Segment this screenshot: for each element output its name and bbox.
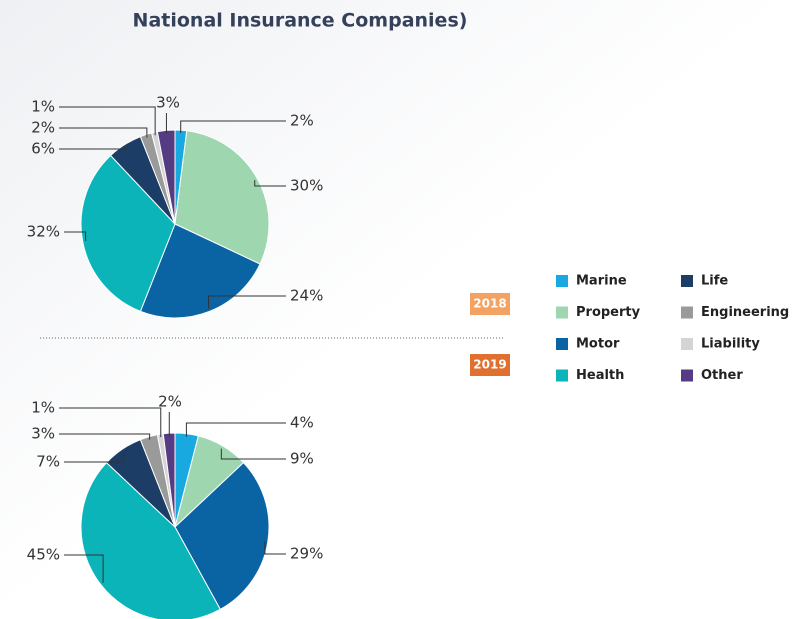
legend-swatch xyxy=(681,306,693,319)
pie-slice xyxy=(174,461,270,611)
data-label: 24% xyxy=(290,287,323,305)
legend-label: Motor xyxy=(576,337,620,352)
data-label: 7% xyxy=(36,453,60,471)
pie-slice xyxy=(139,223,261,319)
legend-label: Other xyxy=(701,368,743,383)
legend-label: Health xyxy=(576,368,624,383)
data-label: 2% xyxy=(158,393,182,411)
year-badge xyxy=(470,354,510,376)
data-label: 4% xyxy=(290,414,314,432)
data-label: 9% xyxy=(290,450,314,468)
legend-swatch xyxy=(681,275,693,287)
leader-line xyxy=(207,295,286,309)
data-label: 1% xyxy=(31,399,55,417)
leader-line xyxy=(64,451,125,463)
data-label: 3% xyxy=(156,94,180,112)
leader-line xyxy=(264,541,286,555)
legend-swatch xyxy=(681,338,693,350)
legend-swatch xyxy=(681,369,693,382)
pie-slice xyxy=(80,154,176,313)
leader-line xyxy=(64,554,104,583)
year-label: 2018 xyxy=(473,297,506,311)
leader-line xyxy=(59,127,148,138)
leader-line xyxy=(254,180,286,187)
data-label: 30% xyxy=(290,177,323,195)
legend-swatch xyxy=(556,338,568,350)
pie-slice xyxy=(174,130,270,265)
leader-line xyxy=(59,147,127,150)
pie-slice xyxy=(80,461,221,619)
year-badge xyxy=(470,293,510,315)
data-label: 1% xyxy=(31,98,55,116)
leader-line xyxy=(220,448,286,460)
data-label: 29% xyxy=(290,545,323,563)
legend-label: Life xyxy=(701,274,728,289)
data-label: 45% xyxy=(27,546,60,564)
leader-line xyxy=(59,407,162,438)
legend-swatch xyxy=(556,306,568,319)
leader-line xyxy=(59,106,156,136)
legend-label: Property xyxy=(576,305,641,320)
data-label: 3% xyxy=(31,425,55,443)
leader-line xyxy=(64,231,87,242)
legend-label: Liability xyxy=(701,337,760,352)
data-label: 32% xyxy=(27,223,60,241)
leader-line xyxy=(180,120,286,134)
legend-swatch xyxy=(556,369,568,382)
leader-line xyxy=(185,422,286,437)
leader-line xyxy=(59,433,151,440)
legend-swatch xyxy=(556,275,568,287)
legend-label: Engineering xyxy=(701,305,789,320)
year-label: 2019 xyxy=(473,358,506,372)
data-label: 6% xyxy=(31,140,55,158)
legend-label: Marine xyxy=(576,274,627,289)
data-label: 2% xyxy=(290,112,314,130)
chart-title: National Insurance Companies) xyxy=(133,10,468,32)
data-label: 2% xyxy=(31,119,55,137)
